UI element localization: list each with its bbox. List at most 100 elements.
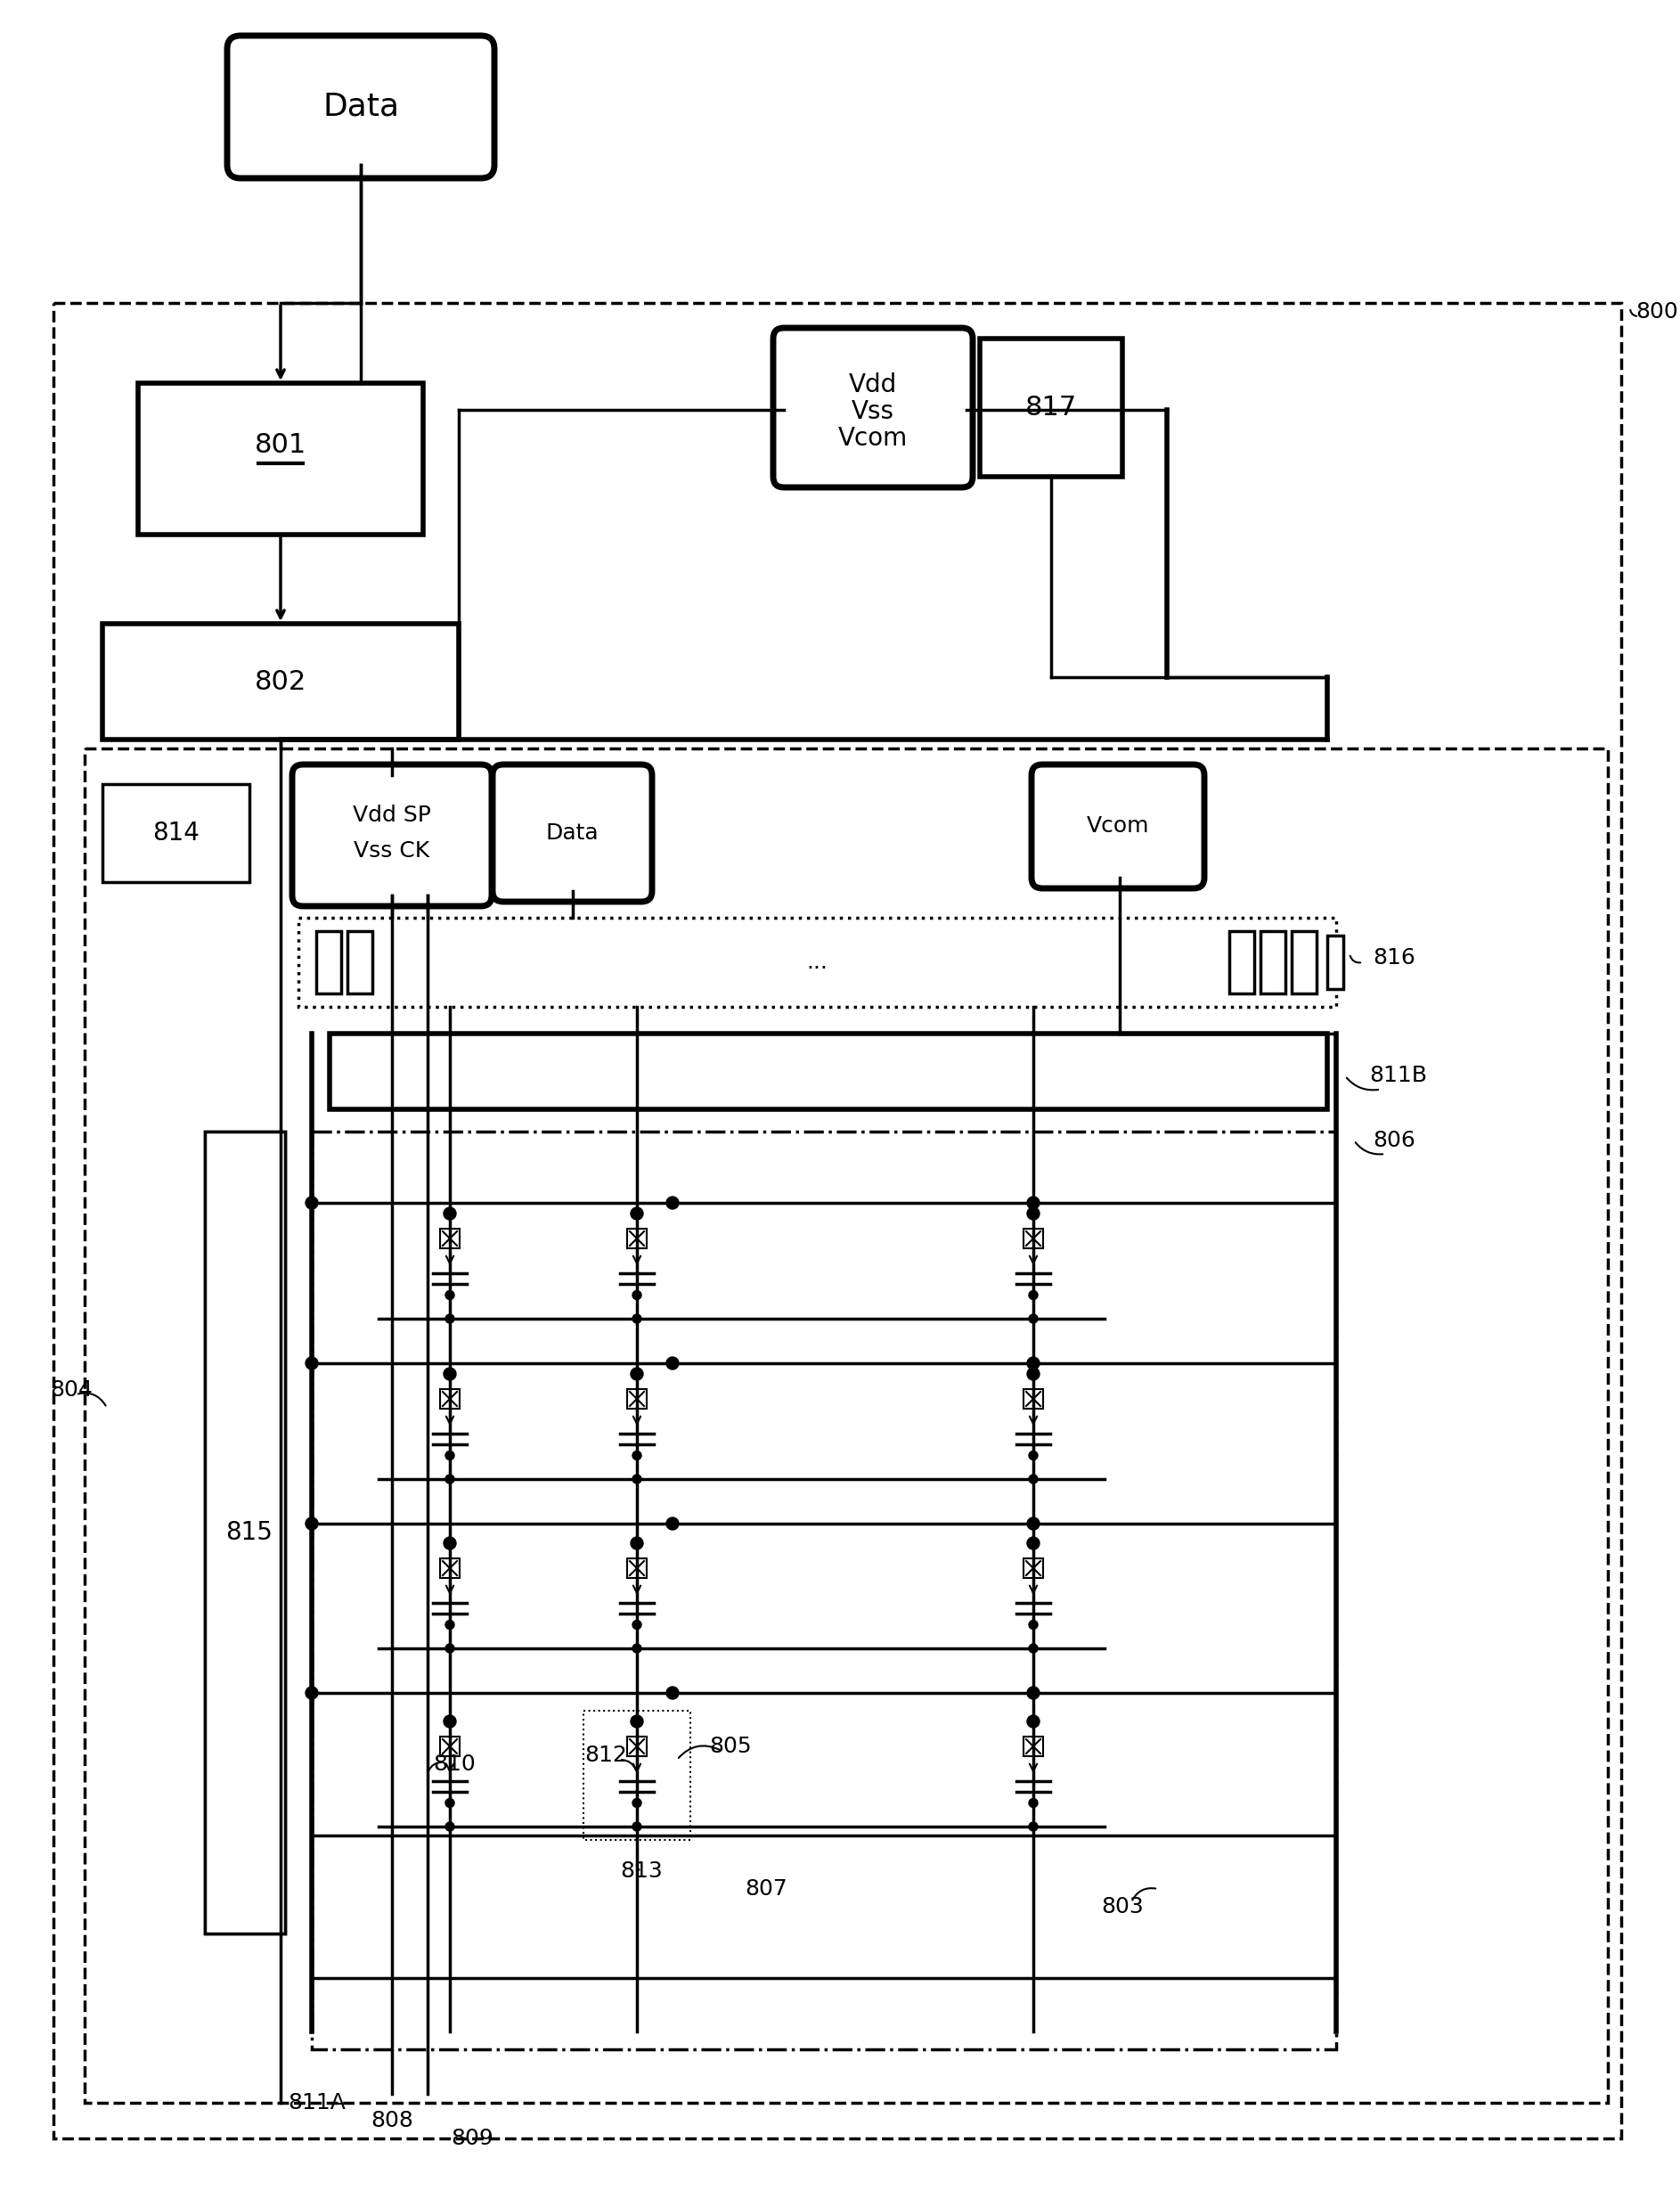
Circle shape xyxy=(445,1799,454,1808)
FancyBboxPatch shape xyxy=(492,765,652,903)
Circle shape xyxy=(444,1367,455,1380)
Bar xyxy=(1292,931,1317,993)
Text: Vss CK: Vss CK xyxy=(354,841,430,861)
Text: Vcom: Vcom xyxy=(1087,815,1149,837)
Text: 808: 808 xyxy=(371,2110,413,2132)
Circle shape xyxy=(306,1518,318,1529)
Circle shape xyxy=(1026,1367,1040,1380)
Circle shape xyxy=(445,1450,454,1459)
Bar xyxy=(627,1229,647,1249)
Text: Vss: Vss xyxy=(852,399,894,425)
Text: 811A: 811A xyxy=(289,2092,346,2114)
Circle shape xyxy=(444,1207,455,1220)
Circle shape xyxy=(632,1621,642,1630)
Circle shape xyxy=(1026,1518,1040,1529)
Bar xyxy=(316,931,341,993)
Bar xyxy=(84,749,1608,2103)
Text: 803: 803 xyxy=(1100,1895,1144,1917)
Bar xyxy=(440,1229,460,1249)
FancyBboxPatch shape xyxy=(773,329,973,486)
Circle shape xyxy=(632,1643,642,1652)
Text: 814: 814 xyxy=(153,822,200,846)
Bar xyxy=(583,1711,690,1840)
Circle shape xyxy=(630,1716,643,1729)
Bar xyxy=(1230,931,1255,993)
Bar xyxy=(979,340,1122,478)
Bar xyxy=(205,1131,286,1932)
Circle shape xyxy=(1028,1315,1038,1323)
Bar xyxy=(1023,1389,1043,1409)
Bar xyxy=(1023,1558,1043,1578)
Circle shape xyxy=(630,1367,643,1380)
Bar xyxy=(312,1131,1336,2049)
Circle shape xyxy=(1028,1799,1038,1808)
Circle shape xyxy=(1026,1687,1040,1700)
Text: 817: 817 xyxy=(1025,394,1077,421)
Circle shape xyxy=(1028,1823,1038,1832)
Circle shape xyxy=(667,1196,679,1209)
Text: 804: 804 xyxy=(50,1380,92,1400)
Circle shape xyxy=(1026,1356,1040,1369)
Circle shape xyxy=(632,1475,642,1483)
Text: 807: 807 xyxy=(744,1878,788,1900)
Bar xyxy=(54,302,1621,2138)
Text: Vcom: Vcom xyxy=(838,427,907,451)
Bar xyxy=(440,1737,460,1757)
Circle shape xyxy=(445,1823,454,1832)
Circle shape xyxy=(632,1799,642,1808)
Bar xyxy=(627,1737,647,1757)
Bar xyxy=(440,1389,460,1409)
Circle shape xyxy=(306,1196,318,1209)
Circle shape xyxy=(1028,1450,1038,1459)
Circle shape xyxy=(630,1538,643,1549)
Circle shape xyxy=(632,1315,642,1323)
Circle shape xyxy=(444,1716,455,1729)
FancyBboxPatch shape xyxy=(292,765,492,907)
Circle shape xyxy=(444,1538,455,1549)
Bar xyxy=(627,1389,647,1409)
Text: 809: 809 xyxy=(450,2127,494,2149)
Text: Vdd: Vdd xyxy=(848,372,897,399)
Bar xyxy=(1327,936,1344,988)
Bar xyxy=(299,918,1336,1008)
Text: 806: 806 xyxy=(1373,1131,1415,1150)
Circle shape xyxy=(630,1207,643,1220)
Circle shape xyxy=(667,1356,679,1369)
Circle shape xyxy=(306,1687,318,1700)
Text: Data: Data xyxy=(323,92,400,123)
Circle shape xyxy=(445,1643,454,1652)
Text: 811B: 811B xyxy=(1369,1065,1428,1087)
Bar xyxy=(627,1558,647,1578)
FancyBboxPatch shape xyxy=(227,35,494,177)
Circle shape xyxy=(667,1687,679,1700)
Bar xyxy=(205,1131,286,1932)
Circle shape xyxy=(632,1823,642,1832)
Circle shape xyxy=(1028,1475,1038,1483)
Circle shape xyxy=(1026,1716,1040,1729)
Bar xyxy=(102,624,459,741)
Text: Vdd SP: Vdd SP xyxy=(353,804,432,826)
Circle shape xyxy=(445,1621,454,1630)
Text: 812: 812 xyxy=(585,1744,627,1766)
Bar xyxy=(440,1558,460,1578)
Circle shape xyxy=(445,1290,454,1299)
Text: 810: 810 xyxy=(433,1753,475,1775)
Bar xyxy=(1023,1737,1043,1757)
Text: 816: 816 xyxy=(1373,947,1415,968)
Text: 800: 800 xyxy=(1636,300,1678,322)
Text: 802: 802 xyxy=(255,668,306,695)
Circle shape xyxy=(445,1315,454,1323)
Text: 801: 801 xyxy=(255,432,306,458)
Circle shape xyxy=(632,1290,642,1299)
Bar xyxy=(138,383,423,535)
Text: ...: ... xyxy=(806,951,828,973)
Circle shape xyxy=(1028,1621,1038,1630)
Circle shape xyxy=(667,1518,679,1529)
Text: 805: 805 xyxy=(709,1735,751,1757)
Circle shape xyxy=(1028,1643,1038,1652)
Bar xyxy=(348,931,373,993)
Circle shape xyxy=(445,1475,454,1483)
Bar xyxy=(205,1131,286,1932)
Text: 815: 815 xyxy=(225,1521,272,1545)
Text: 813: 813 xyxy=(620,1860,662,1882)
